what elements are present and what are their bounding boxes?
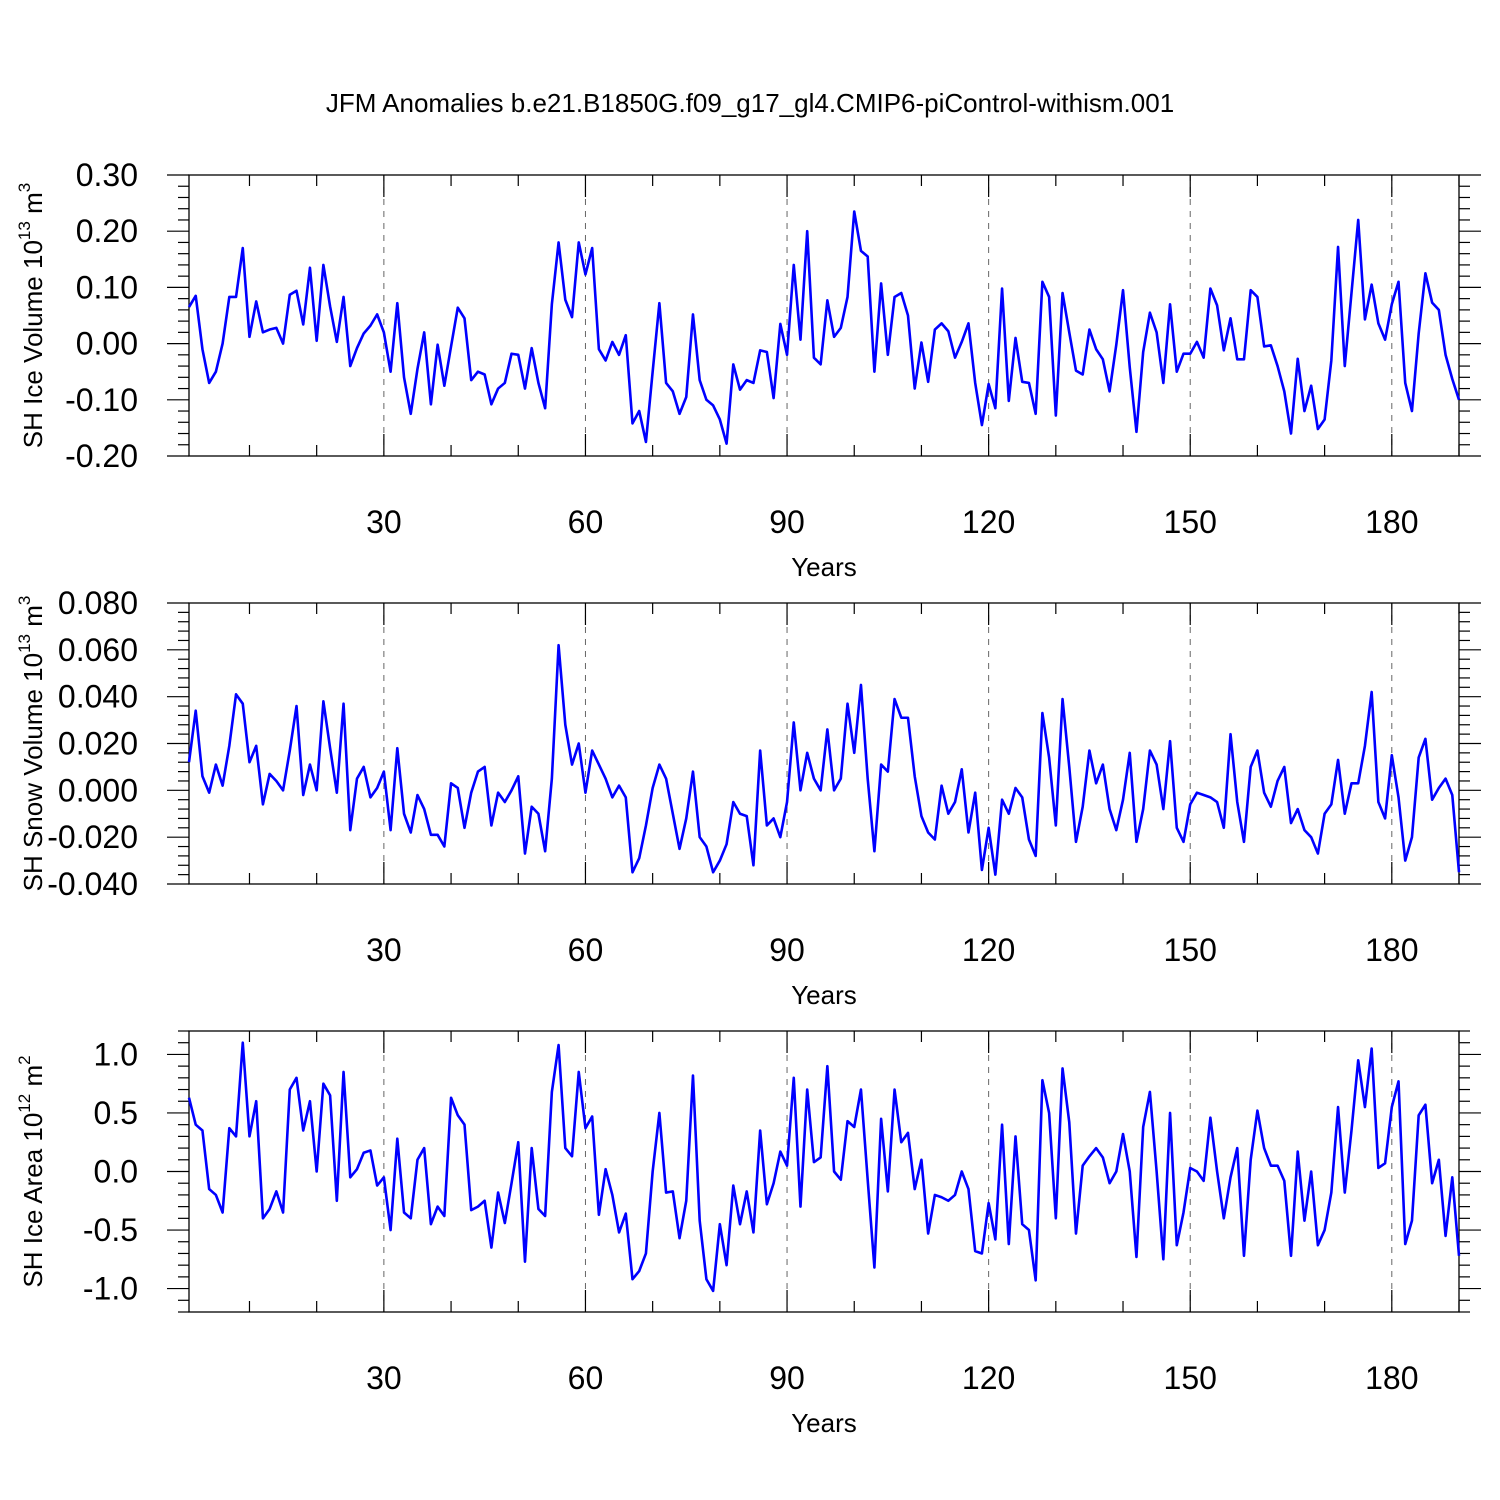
ice-volume-xtick-label: 30	[366, 504, 402, 540]
ice-area-ytick-label: 1.0	[94, 1036, 138, 1072]
snow-volume-xtick-label: 90	[769, 932, 805, 968]
ice-area-ylabel: SH Ice Area 1012 m2	[15, 1055, 48, 1287]
ice-area-xtick-label: 180	[1365, 1360, 1418, 1396]
snow-volume-xlabel: Years	[791, 980, 857, 1010]
ice-volume-xtick-label: 120	[962, 504, 1015, 540]
snow-volume-ylabel-main: SH Snow Volume 10	[18, 653, 48, 891]
ice-volume-xtick-label: 180	[1365, 504, 1418, 540]
ice-area-ytick-label: 0.0	[94, 1154, 138, 1190]
panel-ice-area: 30 60 90 120 150 180 -1.0 -0.5 0.0 0.5 1.0 Years SH …	[15, 1030, 1481, 1438]
ice-area-ytick-label: -0.5	[83, 1212, 138, 1248]
ice-volume-ytick-label: -0.10	[65, 382, 138, 418]
snow-volume-ytick-label: -0.040	[47, 866, 138, 902]
snow-volume-ytick-label: 0.000	[58, 772, 138, 808]
snow-volume-ylabel-unit-exp: 3	[15, 596, 34, 605]
snow-volume-xtick-label: 120	[962, 932, 1015, 968]
ice-area-xtick-label: 90	[769, 1360, 805, 1396]
ice-area-ylabel-exp: 12	[15, 1094, 34, 1113]
ice-area-ylabel-main: SH Ice Area 10	[18, 1113, 48, 1288]
ice-volume-ytick-label: 0.00	[76, 326, 138, 362]
ice-area-ylabel-unit: m	[18, 1065, 48, 1094]
snow-volume-ytick-label: 0.060	[58, 632, 138, 668]
ice-area-xtick-label: 120	[962, 1360, 1015, 1396]
snow-volume-ylabel-exp: 13	[15, 634, 34, 653]
panel-snow-volume: 30 60 90 120 150 180 -0.040 -0.020 0.000 0.020 0.0…	[15, 585, 1481, 1010]
snow-volume-ytick-label: 0.020	[58, 726, 138, 762]
ice-volume-ytick-label: 0.10	[76, 269, 138, 305]
snow-volume-ylabel: SH Snow Volume 1013 m3	[15, 596, 48, 892]
ice-volume-ytick-label: 0.30	[76, 157, 138, 193]
ice-volume-xtick-label: 150	[1164, 504, 1217, 540]
ice-area-xtick-label: 150	[1164, 1360, 1217, 1396]
ice-volume-ylabel: SH Ice Volume 1013 m3	[15, 183, 48, 448]
snow-volume-xtick-label: 180	[1365, 932, 1418, 968]
ice-area-xtick-label: 60	[568, 1360, 604, 1396]
ice-volume-ylabel-main: SH Ice Volume 10	[18, 240, 48, 448]
ice-volume-ylabel-unit: m	[18, 192, 48, 221]
snow-volume-ytick-label: -0.020	[47, 819, 138, 855]
ice-volume-ylabel-unit-exp: 3	[15, 183, 34, 192]
ice-area-ytick-label: -1.0	[83, 1271, 138, 1307]
ice-volume-xtick-label: 60	[568, 504, 604, 540]
snow-volume-ytick-label: 0.040	[58, 679, 138, 715]
snow-volume-xtick-label: 150	[1164, 932, 1217, 968]
figure-title: JFM Anomalies b.e21.B1850G.f09_g17_gl4.C…	[326, 88, 1174, 118]
snow-volume-ytick-label: 0.080	[58, 585, 138, 621]
ice-volume-plot-frame	[188, 174, 1460, 457]
ice-volume-xtick-label: 90	[769, 504, 805, 540]
snow-volume-xtick-label: 30	[366, 932, 402, 968]
ice-area-ytick-label: 0.5	[94, 1095, 138, 1131]
ice-area-xlabel: Years	[791, 1408, 857, 1438]
ice-volume-ylabel-exp: 13	[15, 221, 34, 240]
ice-area-xtick-label: 30	[366, 1360, 402, 1396]
snow-volume-series-line	[187, 643, 1461, 876]
panel-ice-volume: 30 60 90 120 150 180 -0.20 -0.10 0.00 0.10 0.20 0.3…	[15, 157, 1481, 582]
ice-volume-ytick-label: -0.20	[65, 438, 138, 474]
ice-area-series-line	[187, 1041, 1461, 1293]
ice-volume-series-line	[187, 210, 1461, 445]
ice-volume-xlabel: Years	[791, 552, 857, 582]
snow-volume-xtick-label: 60	[568, 932, 604, 968]
ice-volume-ytick-label: 0.20	[76, 213, 138, 249]
snow-volume-ylabel-unit: m	[18, 605, 48, 634]
ice-area-ylabel-unit-exp: 2	[15, 1055, 34, 1064]
